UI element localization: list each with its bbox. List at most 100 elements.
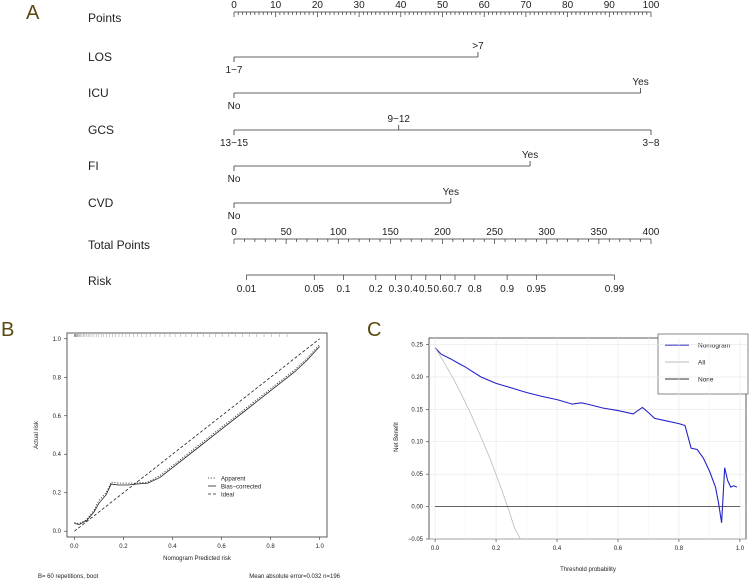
- calibration-y-tick-label: 0.2: [53, 491, 62, 497]
- dca-y-tick-label: 0.25: [411, 342, 423, 348]
- dca-series-nomogram: [434, 347, 738, 523]
- nomogram-level-label-fi: No: [228, 174, 241, 185]
- nomogram-risk-tick-label: 0.7: [448, 284, 462, 295]
- nomogram-level-label-gcs: 3−8: [643, 138, 660, 149]
- nomogram-level-label-los: 1−7: [226, 65, 243, 76]
- dca-legend-box: [657, 333, 749, 395]
- calibration-chart: Nomogram Predicted risk Actual risk B= 6…: [34, 332, 341, 580]
- dca-series-all: [434, 347, 521, 539]
- nomogram-row-label-cvd: CVD: [88, 196, 114, 210]
- nomogram-risk-tick-label: 0.3: [389, 284, 403, 295]
- calibration-series-apparent: [74, 344, 320, 524]
- nomogram-risk-tick-label: 0.2: [369, 284, 383, 295]
- nomogram-tick-label-total-points: 150: [382, 227, 399, 238]
- dca-legend-label-none: None: [698, 377, 714, 384]
- dca-y-tick-label: 0.10: [411, 440, 423, 446]
- nomogram-risk-tick-label: 0.01: [237, 284, 257, 295]
- dca-ylabel: Net Benefit: [394, 422, 400, 452]
- nomogram-tick-label-total-points: 400: [643, 227, 660, 238]
- calibration-x-tick-label: 0.4: [168, 544, 177, 550]
- nomogram-tick-label-points: 60: [479, 0, 491, 11]
- nomogram-risk-tick-label: 0.5: [419, 284, 433, 295]
- dca-x-tick-label: 0.0: [431, 546, 440, 552]
- nomogram-level-label-fi: Yes: [522, 150, 538, 161]
- nomogram-level-label-icu: No: [228, 101, 241, 112]
- dca-y-tick-label: 0.05: [411, 472, 423, 478]
- dca-y-tick-label: 0.00: [411, 505, 423, 511]
- calibration-y-tick-label: 0.8: [53, 375, 62, 381]
- dca-legend-label-nomogram: Nomogram: [698, 343, 730, 350]
- dca-y-tick-label: 0.15: [411, 407, 423, 413]
- nomogram-row-label-los: LOS: [88, 50, 112, 64]
- nomogram-tick-label-points: 30: [354, 0, 366, 11]
- decision-curve-chart: Threshold probability Net Benefit Nomogr…: [394, 333, 749, 573]
- calibration-legend: Apparent Bias−corrected Ideal: [208, 477, 261, 499]
- nomogram-row-label-gcs: GCS: [88, 123, 114, 137]
- calibration-y-tick-label: 0.6: [53, 414, 62, 420]
- calibration-plot-frame: [66, 332, 328, 538]
- nomogram-row-label-total-points: Total Points: [88, 238, 150, 252]
- nomogram-row-label-risk: Risk: [88, 274, 112, 288]
- calibration-ylabel: Actual risk: [34, 420, 40, 449]
- panel-letter-b: B: [1, 319, 14, 341]
- dca-xlabel: Threshold probability: [560, 567, 616, 573]
- dca-legend: Nomogram All None: [657, 333, 749, 395]
- nomogram-level-label-gcs: 9−12: [387, 114, 410, 125]
- nomogram-tick-label-points: 10: [270, 0, 282, 11]
- calibration-y-tick-label: 1.0: [53, 337, 62, 343]
- calibration-y-tick-label: 0.0: [53, 529, 62, 535]
- nomogram-tick-label-points: 100: [643, 0, 660, 11]
- calibration-footnote-right: Mean absolute error=0.032 n=196: [249, 574, 340, 580]
- panel-letter-a: A: [26, 2, 40, 24]
- nomogram-tick-label-total-points: 250: [486, 227, 503, 238]
- nomogram-risk-tick-label: 0.99: [605, 284, 625, 295]
- nomogram-risk-tick-label: 0.05: [305, 284, 325, 295]
- nomogram-tick-label-points: 50: [437, 0, 449, 11]
- panel-letter-c: C: [367, 319, 381, 341]
- nomogram-tick-label-points: 80: [562, 0, 574, 11]
- dca-x-tick-label: 1.0: [736, 546, 745, 552]
- nomogram-tick-label-total-points: 300: [538, 227, 555, 238]
- calibration-rug: [74, 334, 288, 337]
- nomogram-risk-tick-label: 0.8: [468, 284, 482, 295]
- nomogram-level-label-cvd: Yes: [443, 187, 459, 198]
- nomogram-chart: Points 0 10 20 30 40 50 60 70 80 90 100 LOS 1−7 >7 ICU N…: [88, 0, 660, 295]
- nomogram-risk-tick-label: 0.95: [527, 284, 547, 295]
- calibration-x-tick-label: 0.0: [70, 544, 79, 550]
- nomogram-row-label-icu: ICU: [88, 86, 109, 100]
- calibration-legend-label-apparent: Apparent: [221, 477, 246, 483]
- nomogram-tick-label-total-points: 0: [231, 227, 237, 238]
- dca-x-tick-label: 0.8: [675, 546, 684, 552]
- nomogram-tick-label-points: 20: [312, 0, 324, 11]
- calibration-xlabel: Nomogram Predicted risk: [163, 556, 232, 562]
- nomogram-tick-label-points: 70: [520, 0, 532, 11]
- calibration-legend-label-ideal: Ideal: [221, 493, 234, 499]
- nomogram-level-label-gcs: 13−15: [220, 138, 249, 149]
- nomogram-tick-label-points: 90: [604, 0, 616, 11]
- nomogram-tick-label-total-points: 50: [281, 227, 293, 238]
- nomogram-level-label-los: >7: [472, 41, 484, 52]
- calibration-series-ideal: [74, 338, 320, 532]
- nomogram-risk-tick-label: 0.1: [337, 284, 351, 295]
- dca-x-tick-label: 0.2: [492, 546, 501, 552]
- nomogram-risk-tick-label: 0.6: [433, 284, 447, 295]
- dca-y-tick-label: 0.20: [411, 375, 423, 381]
- nomogram-row-label-fi: FI: [88, 159, 99, 173]
- nomogram-risk-tick-label: 0.9: [500, 284, 514, 295]
- nomogram-tick-label-total-points: 200: [434, 227, 451, 238]
- calibration-x-tick-label: 0.2: [119, 544, 128, 550]
- nomogram-row-label-points: Points: [88, 11, 121, 25]
- dca-y-tick-label: −0.05: [408, 537, 424, 543]
- nomogram-tick-label-total-points: 350: [591, 227, 608, 238]
- calibration-footnote-left: B= 60 repetitions, boot: [38, 574, 99, 580]
- nomogram-level-label-icu: Yes: [632, 77, 648, 88]
- calibration-x-tick-label: 1.0: [315, 544, 324, 550]
- nomogram-level-label-cvd: No: [228, 211, 241, 222]
- calibration-legend-label-bias-corrected: Bias−corrected: [221, 485, 261, 491]
- nomogram-tick-label-points: 0: [231, 0, 237, 11]
- calibration-x-tick-label: 0.8: [266, 544, 275, 550]
- calibration-x-tick-label: 0.6: [217, 544, 226, 550]
- nomogram-risk-tick-label: 0.4: [404, 284, 418, 295]
- calibration-y-tick-label: 0.4: [53, 452, 62, 458]
- dca-x-tick-label: 0.6: [614, 546, 623, 552]
